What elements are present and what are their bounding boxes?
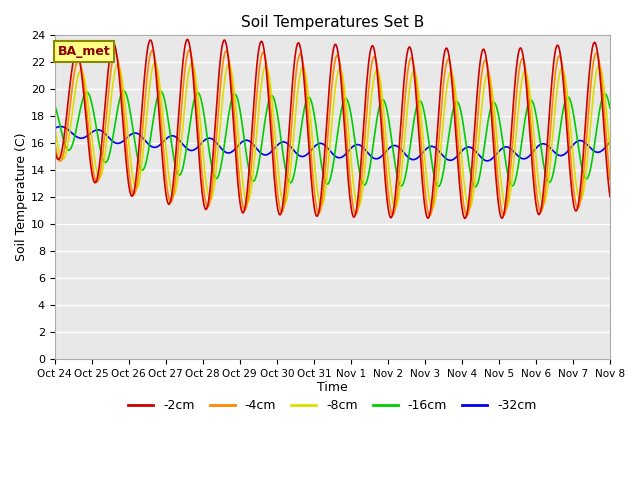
Title: Soil Temperatures Set B: Soil Temperatures Set B bbox=[241, 15, 424, 30]
Text: BA_met: BA_met bbox=[58, 45, 110, 58]
Legend: -2cm, -4cm, -8cm, -16cm, -32cm: -2cm, -4cm, -8cm, -16cm, -32cm bbox=[123, 395, 541, 418]
X-axis label: Time: Time bbox=[317, 382, 348, 395]
Y-axis label: Soil Temperature (C): Soil Temperature (C) bbox=[15, 133, 28, 262]
